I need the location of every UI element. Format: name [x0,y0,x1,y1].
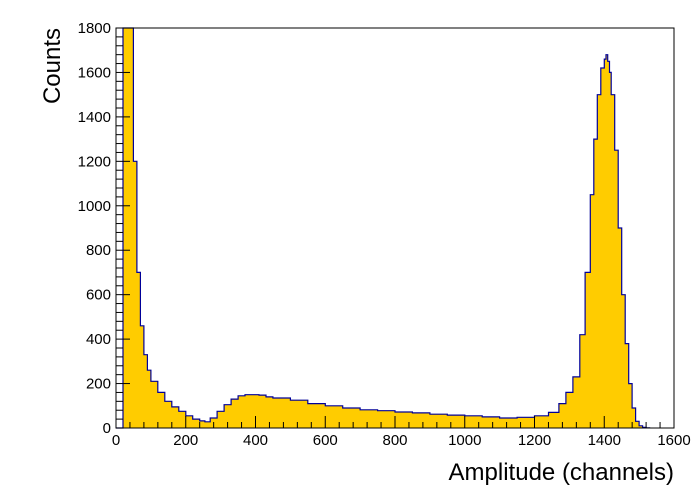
x-tick-label: 800 [382,432,407,449]
histogram-fill [116,28,650,428]
x-tick-label: 1000 [448,432,481,449]
plot-area [116,27,651,429]
y-tick-label: 1400 [78,109,111,126]
y-axis-ticks: 0 200 400 600 800 1000 1200 1400 1600 1800 [78,20,130,437]
x-tick-label: 0 [112,432,120,449]
x-tick-label: 200 [173,432,198,449]
y-tick-label: 1600 [78,64,111,81]
y-tick-label: 0 [103,420,111,437]
y-axis-title: Counts [39,28,66,104]
y-tick-label: 400 [86,331,111,348]
x-tick-label: 400 [243,432,268,449]
x-tick-label: 1400 [588,432,621,449]
y-tick-label: 600 [86,287,111,304]
x-axis-title: Amplitude (channels) [449,459,674,486]
x-tick-label: 1200 [518,432,551,449]
x-axis-ticks: 0 200 400 600 800 1000 1200 1400 1600 [112,416,691,449]
x-tick-label: 600 [313,432,338,449]
y-tick-label: 800 [86,242,111,259]
y-tick-label: 1200 [78,153,111,170]
y-tick-label: 200 [86,376,111,393]
histogram-outline [116,27,651,429]
y-tick-label: 1800 [78,20,111,37]
x-tick-label: 1600 [657,432,690,449]
y-tick-label: 1000 [78,198,111,215]
